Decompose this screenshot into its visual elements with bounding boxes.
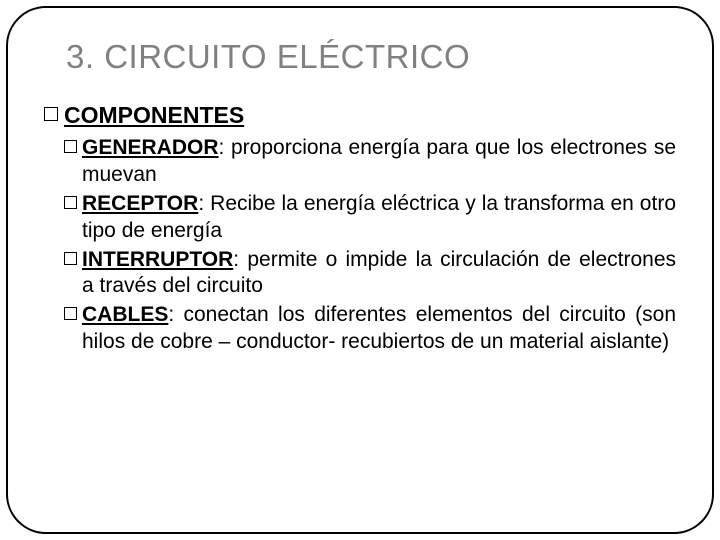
item-colon: : [168,303,183,326]
slide-title: 3. CIRCUITO ELÉCTRICO [66,38,676,76]
list-item: RECEPTOR: Recibe la energía eléctrica y … [64,191,676,245]
items-list: GENERADOR: proporciona energía para que … [64,135,676,356]
item-colon: : [219,136,231,159]
square-bullet-icon [64,252,77,265]
square-bullet-icon [64,196,77,209]
item-term: CABLES [82,303,168,326]
list-item: CABLES: conectan los diferentes elemento… [64,302,676,356]
section-heading: COMPONENTES [64,102,244,129]
item-colon: : [198,192,210,215]
item-text: GENERADOR: proporciona energía para que … [82,135,676,189]
slide-frame: 3. CIRCUITO ELÉCTRICO COMPONENTES GENERA… [6,6,714,534]
square-bullet-icon [44,107,58,121]
list-item: GENERADOR: proporciona energía para que … [64,135,676,189]
item-term: GENERADOR [82,136,219,159]
list-item: INTERRUPTOR: permite o impide la circula… [64,247,676,301]
item-term: INTERRUPTOR [82,248,233,271]
item-colon: : [233,248,247,271]
item-text: CABLES: conectan los diferentes elemento… [82,302,676,356]
item-term: RECEPTOR [82,192,198,215]
item-text: INTERRUPTOR: permite o impide la circula… [82,247,676,301]
section-heading-row: COMPONENTES [44,102,676,135]
item-text: RECEPTOR: Recibe la energía eléctrica y … [82,191,676,245]
square-bullet-icon [64,140,77,153]
square-bullet-icon [64,307,77,320]
